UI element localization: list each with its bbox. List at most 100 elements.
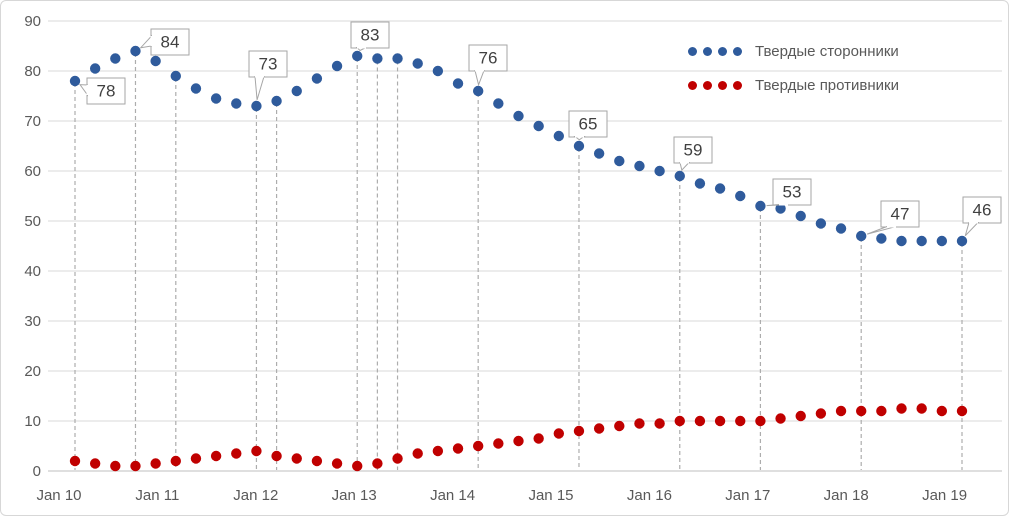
y-tick-label: 50 xyxy=(24,213,41,230)
data-point xyxy=(835,223,847,234)
legend-marker-strong-supporters xyxy=(688,46,748,56)
data-point xyxy=(735,190,746,202)
y-tick-label: 20 xyxy=(24,363,41,380)
data-point xyxy=(876,233,887,244)
data-label-callout: 78 xyxy=(79,77,126,105)
data-point xyxy=(856,230,867,242)
data-point xyxy=(654,165,665,177)
legend-marker-strong-opponents xyxy=(688,80,748,90)
data-point xyxy=(876,405,887,417)
data-point xyxy=(916,403,927,414)
data-point xyxy=(472,85,484,97)
data-point xyxy=(654,418,665,429)
data-point xyxy=(513,435,524,447)
data-point xyxy=(69,455,81,467)
y-tick-label: 90 xyxy=(24,13,41,30)
legend-item-strong-supporters: Твердые сторонники xyxy=(688,40,899,62)
data-point xyxy=(634,418,645,429)
data-point xyxy=(311,73,323,84)
data-point xyxy=(412,58,423,69)
data-point xyxy=(110,53,121,64)
data-point xyxy=(372,458,383,469)
data-point xyxy=(150,55,161,67)
legend-label-strong-opponents: Твердые противники xyxy=(755,76,899,94)
data-label-callout: 65 xyxy=(568,110,608,141)
data-point xyxy=(432,65,444,77)
gridlines xyxy=(48,20,1002,472)
data-label-value: 46 xyxy=(973,201,992,220)
y-tick-label: 30 xyxy=(24,313,41,330)
x-tick-label: Jan 18 xyxy=(824,487,869,504)
data-point xyxy=(674,170,685,182)
data-point xyxy=(452,443,464,454)
data-point xyxy=(694,178,706,189)
x-tick-label: Jan 10 xyxy=(36,487,81,504)
x-tick-label: Jan 16 xyxy=(627,487,672,504)
data-point xyxy=(815,408,827,419)
series-strong-opponents xyxy=(69,403,968,472)
data-point xyxy=(493,98,504,109)
data-point xyxy=(956,235,968,247)
data-point xyxy=(714,415,726,427)
data-label-callout: 47 xyxy=(866,200,920,235)
x-tick-label: Jan 14 xyxy=(430,487,475,504)
data-point xyxy=(533,433,544,444)
data-label-callout: 46 xyxy=(962,196,1002,237)
data-label-value: 59 xyxy=(684,141,703,160)
data-label-value: 53 xyxy=(783,183,802,202)
data-point xyxy=(231,448,242,459)
data-point xyxy=(251,445,262,457)
y-tick-label: 70 xyxy=(24,113,41,130)
legend: Твердые сторонники Твердые противники xyxy=(688,40,899,108)
y-tick-label: 80 xyxy=(24,63,41,80)
data-point xyxy=(956,405,968,417)
data-point xyxy=(815,218,827,229)
y-tick-label: 60 xyxy=(24,163,41,180)
data-point xyxy=(130,460,141,472)
data-label-value: 47 xyxy=(891,205,910,224)
data-point xyxy=(593,423,605,434)
series-strong-supporters xyxy=(69,45,968,247)
data-point xyxy=(795,410,806,422)
data-point xyxy=(170,455,181,467)
data-point xyxy=(392,53,403,64)
data-point xyxy=(775,203,786,214)
x-tick-label: Jan 19 xyxy=(922,487,967,504)
data-point xyxy=(210,93,222,104)
x-tick-label: Jan 13 xyxy=(332,487,377,504)
data-point xyxy=(311,455,323,467)
data-point xyxy=(190,453,202,464)
data-point xyxy=(69,75,81,87)
data-point xyxy=(856,405,867,417)
data-point xyxy=(150,458,161,469)
data-label-value: 84 xyxy=(161,33,180,52)
data-point xyxy=(614,155,625,167)
data-point xyxy=(755,415,766,427)
drop-lines xyxy=(74,53,963,470)
data-point xyxy=(251,100,262,112)
data-point xyxy=(936,235,948,247)
legend-label-strong-supporters: Твердые сторонники xyxy=(755,42,899,60)
data-label-value: 76 xyxy=(479,49,498,68)
x-tick-label: Jan 11 xyxy=(135,487,179,504)
x-axis-labels: Jan 10 Jan 11 Jan 12 Jan 13 Jan 14 Jan 15 Jan … xyxy=(36,487,967,504)
data-point xyxy=(634,160,645,172)
data-label-callout: 53 xyxy=(766,178,812,207)
data-label-value: 78 xyxy=(97,82,116,101)
data-point xyxy=(210,450,222,462)
data-point xyxy=(412,448,423,459)
data-point xyxy=(493,438,504,449)
data-label-callout: 59 xyxy=(673,136,713,172)
data-point xyxy=(271,95,282,107)
data-point xyxy=(190,83,202,94)
y-axis-labels: 0 10 20 30 40 50 60 70 80 90 xyxy=(24,13,41,480)
data-point xyxy=(291,453,302,464)
x-tick-label: Jan 12 xyxy=(233,487,278,504)
data-point xyxy=(775,413,786,424)
data-point xyxy=(372,53,383,64)
data-point xyxy=(553,130,565,142)
data-label-value: 83 xyxy=(361,26,380,45)
data-point xyxy=(835,405,847,417)
